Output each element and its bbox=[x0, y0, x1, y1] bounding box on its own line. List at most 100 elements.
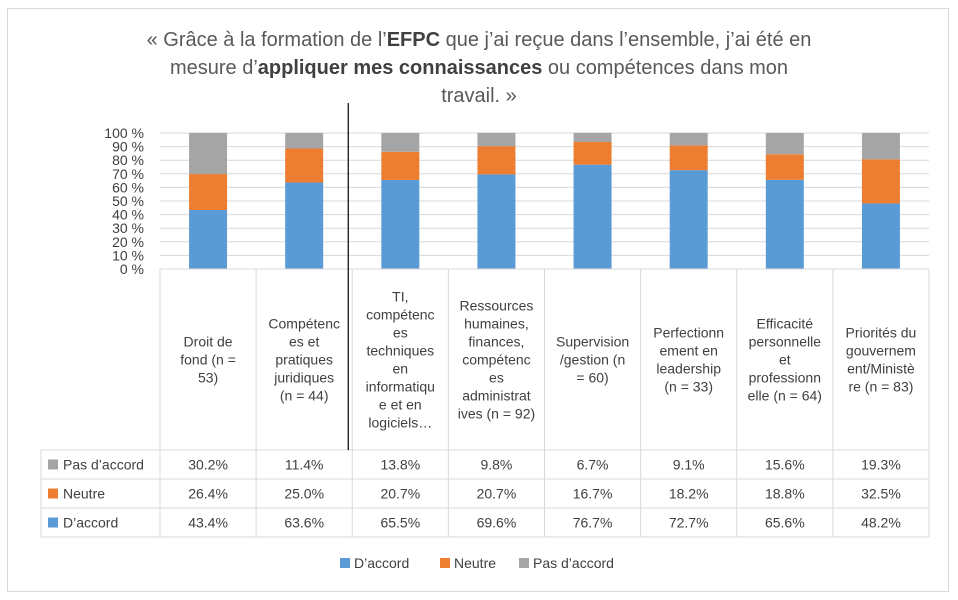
category-label: ives (n = 92) bbox=[458, 406, 535, 422]
table-cell: 26.4% bbox=[188, 486, 228, 502]
category-label: personnelle bbox=[749, 334, 822, 350]
category-label: pratiques bbox=[275, 352, 333, 368]
bar-segment bbox=[381, 179, 420, 269]
bar-segment bbox=[477, 146, 516, 175]
y-tick-label: 50 % bbox=[112, 193, 144, 209]
title-line-1-part-c: que j’ai reçue dans l’ensemble, j’ai été… bbox=[440, 29, 812, 51]
title-line-2-bold: appliquer mes connaissances bbox=[257, 57, 543, 79]
category-label: ement en bbox=[660, 343, 718, 359]
category-label: Droit de bbox=[184, 334, 233, 350]
category-label: = 60) bbox=[576, 370, 608, 386]
bar-segment bbox=[189, 209, 228, 269]
category-label: e et en bbox=[379, 397, 422, 413]
category-label: fond (n = bbox=[180, 352, 236, 368]
table-row-header: D’accord bbox=[63, 515, 118, 531]
category-label: Compétenc bbox=[268, 316, 340, 332]
table-cell: 20.7% bbox=[477, 486, 517, 502]
category-label: es bbox=[489, 370, 504, 386]
bar-segment bbox=[285, 133, 324, 149]
category-label: techniques bbox=[366, 343, 434, 359]
category-label: Priorités du bbox=[846, 325, 917, 341]
table-row-header: Neutre bbox=[63, 486, 105, 502]
bar-segment bbox=[285, 182, 324, 269]
table-cell: 18.2% bbox=[669, 486, 709, 502]
category-label: Perfectionn bbox=[653, 325, 724, 341]
bar-segment bbox=[861, 159, 900, 204]
category-label: professionn bbox=[749, 370, 821, 386]
y-tick-label: 10 % bbox=[112, 247, 144, 263]
bar-segment bbox=[573, 141, 612, 165]
table-cell: 65.5% bbox=[380, 515, 420, 531]
table-cell: 19.3% bbox=[861, 457, 901, 473]
bar-segment bbox=[381, 133, 420, 152]
y-tick-label: 20 % bbox=[112, 234, 144, 250]
bar-segment bbox=[669, 145, 708, 171]
y-tick-label: 80 % bbox=[112, 152, 144, 168]
bar-segment bbox=[189, 174, 228, 210]
table-cell: 63.6% bbox=[284, 515, 324, 531]
bar-segment bbox=[285, 148, 324, 183]
category-label: informatiqu bbox=[366, 379, 435, 395]
table-cell: 9.8% bbox=[480, 457, 512, 473]
category-label: juridiques bbox=[273, 370, 334, 386]
title-line-1: « Grâce à la formation de l’EFPC que j’a… bbox=[0, 26, 958, 54]
bar-segment bbox=[573, 132, 612, 142]
table-cell: 65.6% bbox=[765, 515, 805, 531]
chart-title: « Grâce à la formation de l’EFPC que j’a… bbox=[0, 26, 958, 110]
bar-segment bbox=[573, 164, 612, 269]
bar-segment bbox=[861, 203, 900, 269]
y-tick-label: 30 % bbox=[112, 220, 144, 236]
category-label: finances, bbox=[468, 334, 524, 350]
category-label: ent/Ministè bbox=[847, 361, 915, 377]
table-cell: 20.7% bbox=[380, 486, 420, 502]
title-line-1-bold: EFPC bbox=[386, 29, 441, 51]
bar-segment bbox=[765, 179, 804, 269]
bar-segment bbox=[477, 132, 516, 147]
category-label: 53) bbox=[198, 370, 218, 386]
bar-segment bbox=[765, 154, 804, 180]
title-line-2: mesure d’appliquer mes connaissances ou … bbox=[0, 54, 958, 82]
title-line-1-part-a: « Grâce à la formation de l’ bbox=[146, 29, 387, 51]
table-cell: 18.8% bbox=[765, 486, 805, 502]
y-tick-label: 90 % bbox=[112, 139, 144, 155]
category-label: Ressources bbox=[459, 298, 533, 314]
bar-segment bbox=[669, 170, 708, 269]
legend-key bbox=[340, 558, 350, 568]
chart-frame bbox=[7, 8, 949, 592]
bar-segment bbox=[381, 151, 420, 180]
category-label: Efficacité bbox=[757, 316, 814, 332]
table-cell: 11.4% bbox=[285, 457, 324, 473]
table-cell: 76.7% bbox=[573, 515, 613, 531]
table-legend-key bbox=[48, 488, 58, 499]
y-tick-label: 60 % bbox=[112, 179, 144, 195]
table-cell: 6.7% bbox=[577, 457, 609, 473]
table-cell: 32.5% bbox=[861, 486, 901, 502]
table-cell: 69.6% bbox=[477, 515, 517, 531]
legend-key bbox=[519, 558, 529, 568]
category-label: logiciels… bbox=[368, 415, 432, 431]
table-legend-key bbox=[48, 459, 58, 470]
category-label: leadership bbox=[656, 361, 721, 377]
legend-label: Neutre bbox=[454, 555, 496, 571]
bar-segment bbox=[861, 133, 900, 160]
table-cell: 15.6% bbox=[765, 457, 805, 473]
table-cell: 48.2% bbox=[861, 515, 901, 531]
category-label: /gestion (n bbox=[560, 352, 625, 368]
category-label: es bbox=[393, 325, 408, 341]
category-label: humaines, bbox=[464, 316, 529, 332]
title-line-2-part-c: ou compétences dans mon bbox=[542, 57, 789, 79]
category-label: es et bbox=[289, 334, 319, 350]
table-cell: 25.0% bbox=[284, 486, 324, 502]
table-cell: 13.8% bbox=[380, 457, 420, 473]
y-tick-label: 100 % bbox=[104, 125, 144, 141]
y-tick-label: 0 % bbox=[120, 261, 144, 277]
category-label: compétenc bbox=[462, 352, 530, 368]
category-label: Supervision bbox=[556, 334, 629, 350]
table-cell: 72.7% bbox=[669, 515, 709, 531]
bar-segment bbox=[669, 133, 708, 146]
table-row-header: Pas d’accord bbox=[63, 457, 144, 473]
legend-key bbox=[440, 558, 450, 568]
category-label: (n = 44) bbox=[280, 388, 329, 404]
y-tick-label: 40 % bbox=[112, 207, 144, 223]
table-cell: 9.1% bbox=[673, 457, 705, 473]
